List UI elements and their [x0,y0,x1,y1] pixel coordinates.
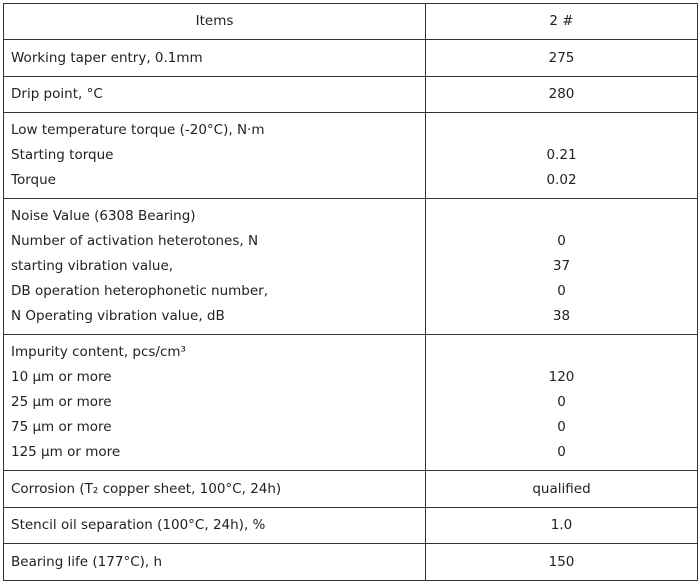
value-cell: 120 0 0 0 [425,334,698,471]
item-line: Torque [11,172,56,188]
item-label: Bearing life (177°C), h [11,553,163,570]
item-cell: Impurity content, pcs/cm³ 10 μm or more 25… [3,334,426,471]
item-cell: Noise Value (6308 Bearing) Number of acti… [3,198,426,335]
item-cell: Low temperature torque (-20°C), N·m Start… [3,112,426,199]
value-line: 0.02 [546,172,577,188]
value-line: 0 [557,394,566,410]
table-row: Working taper entry, 0.1mm 275 [3,39,698,77]
value-line: 38 [552,308,571,324]
item-line: 75 μm or more [11,419,112,435]
value-line: 120 [548,369,575,385]
value-line: 37 [552,258,571,274]
item-heading: Noise Value (6308 Bearing) [11,208,196,224]
header-cell: 2 # [425,3,698,40]
value-cell: 150 [425,543,698,581]
item-line: 125 μm or more [11,444,121,460]
value: 280 [548,86,575,102]
value-cell: qualified [425,470,698,508]
item-line: 25 μm or more [11,394,112,410]
value-cell: 1.0 [425,507,698,544]
item-cell: Working taper entry, 0.1mm [3,39,426,77]
value-line: 0 [557,444,566,460]
value: qualified [532,480,591,497]
spacer [433,118,690,143]
value-line: 0 [557,283,566,299]
item-line: Starting torque [11,147,114,163]
item-line: 10 μm or more [11,369,112,385]
spacer [433,204,690,229]
item-heading: Low temperature torque (-20°C), N·m [11,122,265,138]
table-row: Noise Value (6308 Bearing) Number of acti… [3,198,698,335]
value: 275 [548,49,575,66]
item-heading: Impurity content, pcs/cm³ [11,344,186,360]
value-line: 0 [557,233,566,249]
item-label: Stencil oil separation (100°C, 24h), % [11,517,266,533]
value-cell: 0.21 0.02 [425,112,698,199]
item-cell: Corrosion (T₂ copper sheet, 100°C, 24h) [3,470,426,508]
table-row: Low temperature torque (-20°C), N·m Start… [3,112,698,199]
value-cell: 0 37 0 38 [425,198,698,335]
spacer [433,340,690,365]
value-cell: 275 [425,39,698,77]
item-label: Corrosion (T₂ copper sheet, 100°C, 24h) [11,480,282,497]
value-line: 0 [557,419,566,435]
item-line: starting vibration value, [11,258,174,274]
table-row: Corrosion (T₂ copper sheet, 100°C, 24h) q… [3,470,698,508]
item-line: DB operation heterophonetic number, [11,283,269,299]
item-cell: Bearing life (177°C), h [3,543,426,581]
item-label: Drip point, °C [11,86,103,102]
table-row: Drip point, °C 280 [3,76,698,113]
header-cell: Items [3,3,426,40]
item-cell: Stencil oil separation (100°C, 24h), % [3,507,426,544]
value-line: 0.21 [546,147,577,163]
table-body: Items 2 # Working taper entry, 0.1mm 275 D… [3,3,698,581]
item-line: Number of activation heterotones, N [11,233,259,249]
item-label: Working taper entry, 0.1mm [11,49,203,66]
spec-table: Items 2 # Working taper entry, 0.1mm 275 D… [3,3,698,581]
item-line: N Operating vibration value, dB [11,308,225,324]
header-row: Items 2 # [3,3,698,40]
item-cell: Drip point, °C [3,76,426,113]
table-row: Impurity content, pcs/cm³ 10 μm or more 25… [3,334,698,471]
value: 150 [548,553,575,570]
value-cell: 280 [425,76,698,113]
table-row: Stencil oil separation (100°C, 24h), % 1.… [3,507,698,544]
table-row: Bearing life (177°C), h 150 [3,543,698,581]
value: 1.0 [550,517,573,533]
